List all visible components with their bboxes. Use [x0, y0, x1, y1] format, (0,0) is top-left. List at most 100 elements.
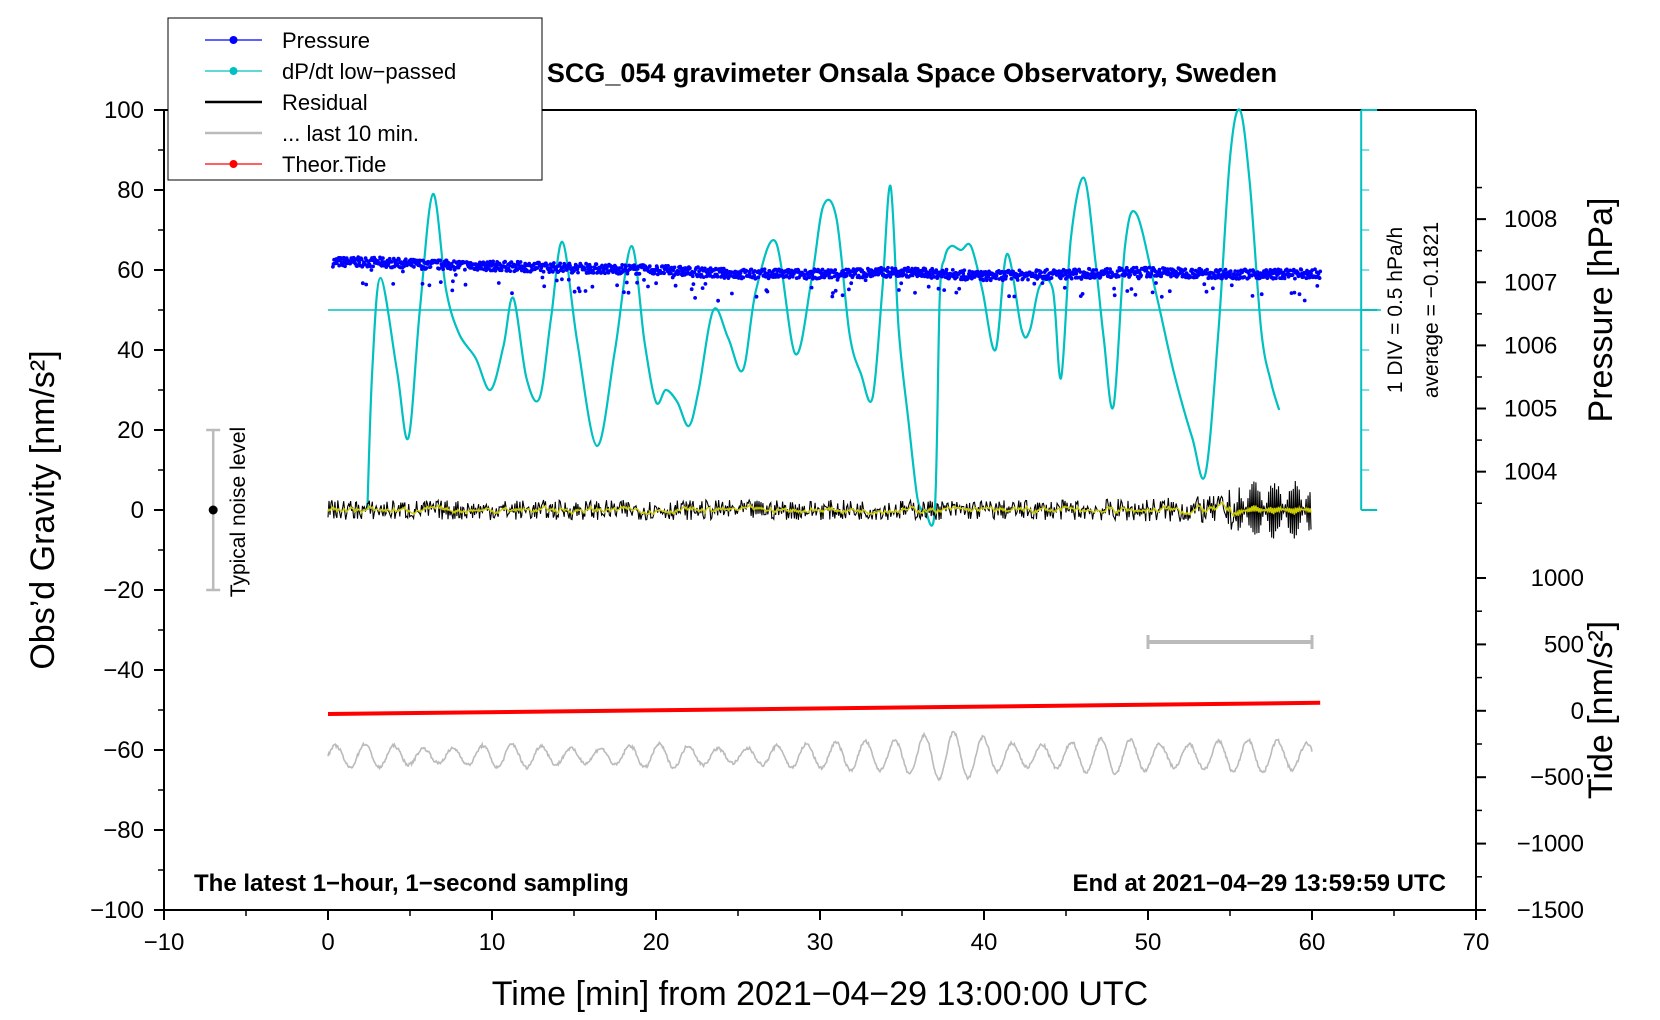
pressure-point: [1112, 293, 1117, 298]
pressure-point: [647, 264, 652, 268]
x-axis-title: Time [min] from 2021−04−29 13:00:00 UTC: [492, 975, 1148, 1013]
pressure-point: [666, 264, 670, 268]
pressure-point: [809, 269, 813, 274]
pressure-point: [922, 274, 927, 279]
pressure-point: [1169, 274, 1173, 279]
pressure-point: [1015, 278, 1020, 282]
y-tick-label: −100: [90, 897, 144, 924]
pressure-point: [397, 257, 401, 262]
pressure-point: [614, 265, 618, 269]
pressure-tick-label: 1006: [1504, 332, 1557, 359]
pressure-point: [503, 259, 507, 264]
pressure-point: [676, 269, 681, 274]
tide-tick-label: 0: [1571, 698, 1584, 725]
pressure-point: [979, 269, 983, 274]
pressure-point: [1250, 294, 1255, 298]
legend: Pressure dP/dt low−passed Residual ... last…: [167, 17, 543, 181]
pressure-point: [587, 270, 591, 275]
pressure-point: [584, 261, 588, 266]
tide-tick-label: 500: [1544, 631, 1584, 658]
pressure-point: [438, 258, 443, 263]
pressure-point: [1313, 267, 1317, 272]
pressure-point: [576, 286, 581, 291]
pressure-point: [1233, 269, 1238, 273]
pressure-point: [803, 268, 808, 273]
pressure-point: [463, 267, 467, 272]
pressure-point: [930, 266, 935, 271]
pressure-point: [1147, 265, 1152, 270]
x-tick-label: 0: [321, 929, 334, 956]
pressure-point: [1026, 277, 1030, 282]
pressure-point: [899, 281, 904, 286]
pressure-point: [988, 278, 993, 283]
pressure-point: [1165, 267, 1170, 272]
pressure-point: [412, 265, 416, 269]
pressure-point: [1045, 267, 1049, 272]
pressure-point: [1150, 290, 1155, 295]
pressure-point: [820, 267, 825, 272]
legend-marker: [229, 67, 238, 75]
pressure-point: [1124, 265, 1129, 270]
pressure-point: [833, 268, 838, 272]
pressure-point: [1292, 290, 1297, 295]
x-tick-label: 10: [479, 929, 506, 956]
pressure-point: [1131, 265, 1136, 270]
pressure-point: [615, 283, 619, 288]
pressure-point: [1012, 294, 1017, 299]
pressure-point: [691, 282, 696, 286]
pressure-point: [1144, 268, 1149, 272]
pressure-point: [1315, 284, 1320, 288]
pressure-point: [1195, 269, 1200, 274]
pressure-point: [364, 282, 369, 287]
pressure-point: [972, 275, 977, 279]
pressure-point: [944, 267, 949, 272]
legend-label: Theor.Tide: [282, 152, 386, 177]
pressure-point: [438, 280, 443, 284]
pressure-point: [762, 267, 767, 272]
pressure-point: [936, 286, 941, 291]
series-layer: [327, 108, 1381, 782]
pressure-point: [934, 269, 939, 274]
pressure-point: [1033, 273, 1038, 278]
pressure-point: [926, 284, 931, 289]
pressure-point: [1190, 267, 1195, 272]
pressure-point: [724, 268, 729, 273]
pressure-point: [673, 283, 678, 288]
pressure-point: [626, 290, 631, 295]
pressure-point: [389, 260, 394, 264]
pressure-point: [715, 274, 720, 279]
pressure-point: [749, 267, 754, 272]
pressure-point: [1228, 272, 1232, 277]
pressure-point: [689, 287, 694, 292]
pressure-point: [401, 269, 405, 274]
x-tick-label: 60: [1299, 929, 1326, 956]
y-tick-label: 40: [117, 337, 144, 364]
div-label: 1 DIV = 0.5 hPa/h: [1384, 227, 1407, 393]
pressure-point: [1270, 271, 1275, 276]
pressure-point: [984, 278, 989, 283]
y-tick-label: −80: [103, 817, 144, 844]
pressure-point: [1318, 269, 1323, 274]
pressure-point: [1159, 294, 1164, 299]
pressure-point: [672, 265, 677, 270]
pressure-point: [886, 265, 890, 270]
pressure-point: [669, 271, 673, 276]
y-tick-label: −60: [103, 737, 144, 764]
x-tick-label: −10: [144, 929, 185, 956]
pressure-point: [542, 284, 547, 289]
pressure-point: [561, 269, 565, 273]
pressure-point: [897, 288, 901, 292]
y-tick-label: −40: [103, 657, 144, 684]
pressure-point: [451, 279, 455, 284]
pressure-point: [1091, 268, 1096, 272]
pressure-tick-label: 1004: [1504, 459, 1557, 486]
tide-tick-label: −1000: [1517, 831, 1584, 858]
tide-tick-label: 1000: [1531, 565, 1584, 592]
dpdt-series: [366, 108, 1281, 527]
pressure-point: [568, 263, 572, 268]
pressure-point: [1074, 271, 1079, 276]
pressure-point: [1289, 291, 1294, 295]
pressure-point: [590, 284, 595, 289]
pressure-point: [849, 281, 854, 286]
pressure-point: [807, 275, 812, 280]
